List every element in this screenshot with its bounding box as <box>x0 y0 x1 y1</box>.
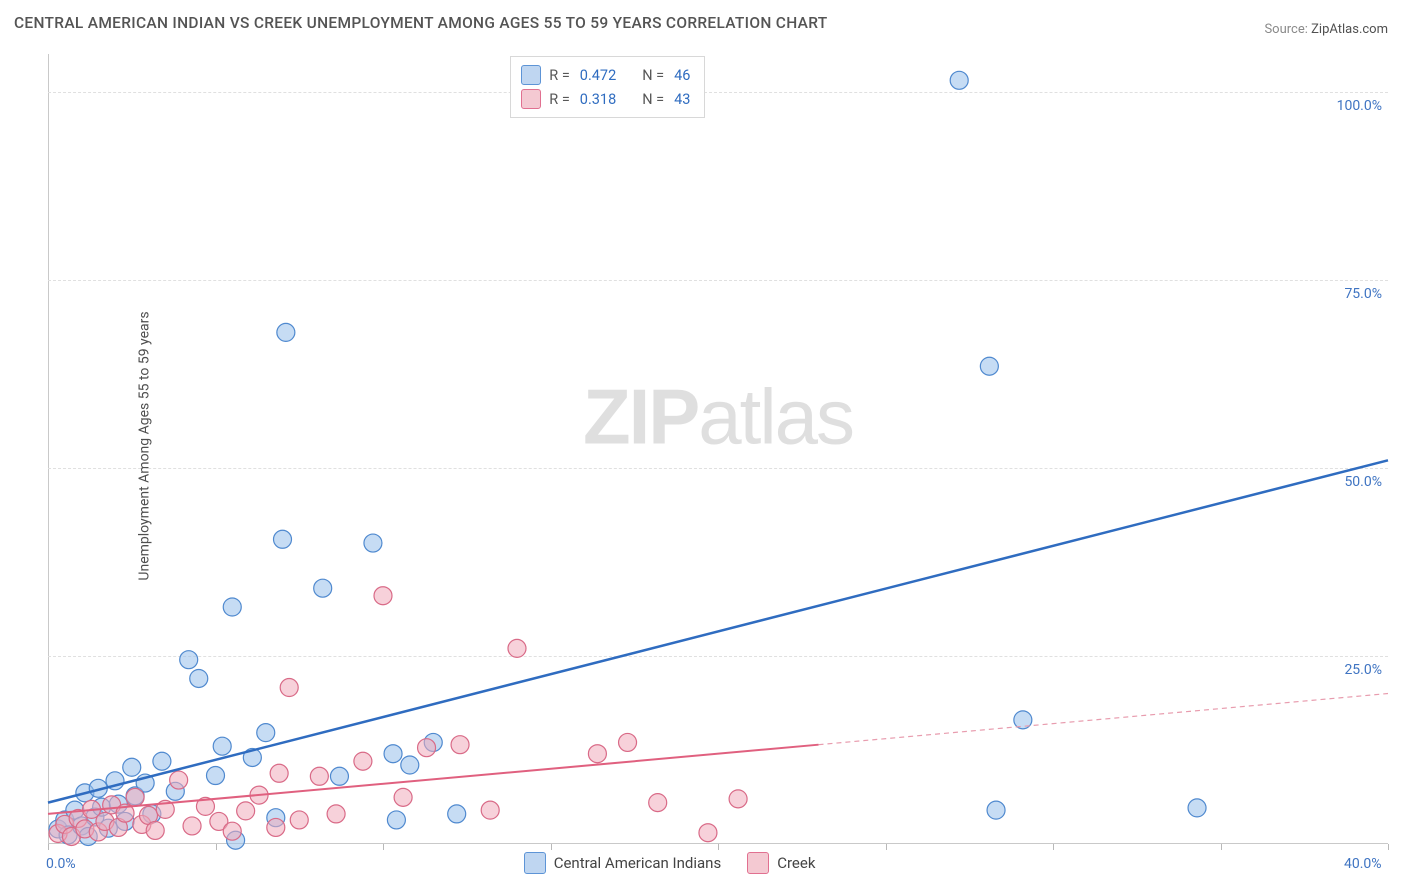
series-legend-item: Central American Indians <box>524 852 722 874</box>
legend-swatch-pink <box>521 89 541 109</box>
legend-n-value: 43 <box>674 91 690 108</box>
scatter-point-creek <box>267 818 285 836</box>
scatter-point-creek <box>619 733 637 751</box>
legend-n-label: N = <box>642 91 664 108</box>
scatter-point-creek <box>280 679 298 697</box>
scatter-point-cai <box>277 323 295 341</box>
x-tick <box>383 844 384 850</box>
x-tick <box>1053 844 1054 850</box>
scatter-point-creek <box>290 811 308 829</box>
x-tick <box>48 844 49 850</box>
scatter-point-creek <box>418 739 436 757</box>
scatter-point-cai <box>401 756 419 774</box>
series-legend-item: Creek <box>747 852 815 874</box>
scatter-point-creek <box>183 817 201 835</box>
legend-n-label: N = <box>642 67 664 84</box>
x-tick <box>216 844 217 850</box>
scatter-point-creek <box>374 587 392 605</box>
x-tick-label-min: 0.0% <box>46 856 76 872</box>
scatter-point-cai <box>153 752 171 770</box>
scatter-point-cai <box>207 767 225 785</box>
scatter-point-cai <box>123 758 141 776</box>
chart-plot-area: ZIPatlas 25.0%50.0%75.0%100.0% <box>48 54 1388 844</box>
y-tick-label: 75.0% <box>1344 286 1382 302</box>
scatter-point-creek <box>699 824 717 842</box>
scatter-point-cai <box>950 71 968 89</box>
legend-r-value: 0.318 <box>580 91 616 108</box>
scatter-point-creek <box>508 639 526 657</box>
scatter-point-creek <box>126 788 144 806</box>
x-tick <box>1221 844 1222 850</box>
scatter-point-creek <box>146 821 164 839</box>
series-legend-label: Central American Indians <box>554 854 722 872</box>
scatter-point-cai <box>180 651 198 669</box>
legend-row: R = 0.472 N = 46 <box>521 63 690 87</box>
scatter-point-creek <box>327 805 345 823</box>
scatter-point-creek <box>394 788 412 806</box>
scatter-point-creek <box>451 736 469 754</box>
source-value: ZipAtlas.com <box>1311 22 1388 37</box>
legend-r-label: R = <box>549 67 570 84</box>
legend-r-value: 0.472 <box>580 67 616 84</box>
scatter-point-cai <box>387 811 405 829</box>
chart-svg-overlay <box>48 54 1388 844</box>
scatter-point-creek <box>170 771 188 789</box>
scatter-point-cai <box>223 598 241 616</box>
legend-swatch-blue <box>524 852 546 874</box>
legend-row: R = 0.318 N = 43 <box>521 87 690 111</box>
scatter-point-cai <box>190 669 208 687</box>
scatter-point-creek <box>270 764 288 782</box>
scatter-point-cai <box>314 579 332 597</box>
scatter-point-cai <box>257 724 275 742</box>
scatter-point-creek <box>481 801 499 819</box>
legend-n-value: 46 <box>674 67 690 84</box>
legend-r-label: R = <box>549 91 570 108</box>
y-tick-label: 25.0% <box>1344 662 1382 678</box>
x-tick-label-max: 40.0% <box>1344 856 1382 872</box>
x-tick <box>1388 844 1389 850</box>
scatter-point-creek <box>223 822 241 840</box>
source-label: Source: <box>1264 22 1307 37</box>
scatter-point-cai <box>274 530 292 548</box>
scatter-point-cai <box>980 357 998 375</box>
scatter-point-creek <box>588 745 606 763</box>
scatter-point-creek <box>729 790 747 808</box>
scatter-point-creek <box>649 794 667 812</box>
chart-title: CENTRAL AMERICAN INDIAN VS CREEK UNEMPLO… <box>14 14 828 32</box>
series-legend: Central American Indians Creek <box>524 852 816 874</box>
scatter-point-creek <box>237 802 255 820</box>
scatter-point-cai <box>987 801 1005 819</box>
scatter-point-cai <box>448 805 466 823</box>
scatter-point-cai <box>1188 799 1206 817</box>
correlation-legend: R = 0.472 N = 46 R = 0.318 N = 43 <box>510 56 705 118</box>
scatter-point-creek <box>310 767 328 785</box>
trend-line-cai <box>48 460 1388 802</box>
series-legend-label: Creek <box>777 854 815 872</box>
scatter-point-cai <box>364 534 382 552</box>
y-tick-label: 50.0% <box>1344 474 1382 490</box>
x-tick <box>886 844 887 850</box>
y-tick-label: 100.0% <box>1337 98 1382 114</box>
scatter-point-cai <box>330 767 348 785</box>
x-tick <box>718 844 719 850</box>
source-credit: Source: ZipAtlas.com <box>1264 22 1388 37</box>
x-tick <box>551 844 552 850</box>
scatter-point-creek <box>354 752 372 770</box>
scatter-point-cai <box>213 737 231 755</box>
legend-swatch-blue <box>521 65 541 85</box>
trend-line-creek-extrapolated <box>819 694 1389 745</box>
scatter-point-cai <box>384 745 402 763</box>
legend-swatch-pink <box>747 852 769 874</box>
